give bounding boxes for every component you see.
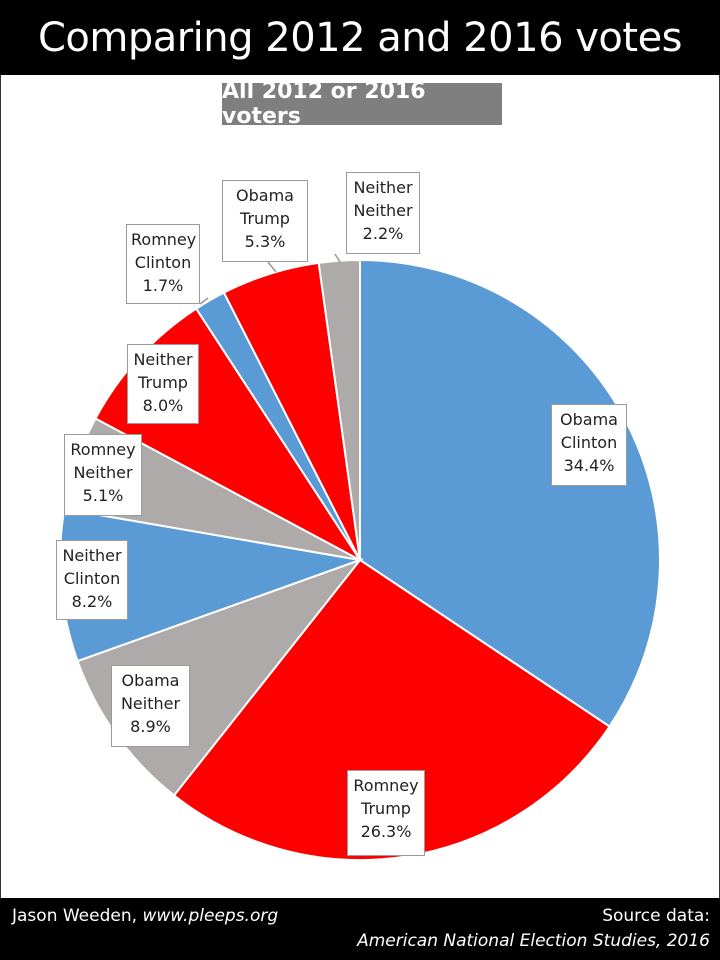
label-2012-vote: Neither: [353, 178, 413, 197]
chart-subtitle: All 2012 or 2016 voters: [222, 79, 502, 129]
label-2016-vote: Clinton: [63, 569, 121, 588]
slice-label: Neither Neither 2.2%: [346, 172, 420, 254]
label-2012-vote: Neither: [133, 350, 193, 369]
leader-line: [267, 261, 277, 273]
label-2012-vote: Obama: [236, 186, 294, 205]
label-2016-vote: Neither: [73, 463, 133, 482]
label-2012-vote: Romney: [353, 776, 419, 795]
label-2012-vote: Romney: [70, 440, 136, 459]
label-2016-vote: Clinton: [134, 253, 192, 272]
label-2012-vote: Obama: [560, 410, 618, 429]
label-percent: 34.4%: [563, 456, 615, 475]
slice-label: Romney Neither 5.1%: [64, 434, 142, 516]
label-percent: 5.1%: [82, 486, 124, 505]
author-credit: Jason Weeden, www.pleeps.org: [12, 906, 278, 926]
source-label: Source data:: [602, 906, 710, 926]
label-percent: 8.2%: [71, 592, 113, 611]
label-2016-vote: Trump: [138, 373, 188, 392]
label-percent: 8.0%: [142, 396, 184, 415]
label-percent: 26.3%: [360, 822, 412, 841]
slice-label: Romney Trump 26.3%: [347, 770, 425, 856]
label-2016-vote: Trump: [240, 209, 290, 228]
slice-label: Obama Clinton 34.4%: [551, 404, 627, 486]
leader-line: [199, 297, 209, 305]
label-2016-vote: Trump: [361, 799, 411, 818]
label-2012-vote: Obama: [121, 671, 180, 690]
label-2016-vote: Neither: [353, 201, 413, 220]
label-percent: 2.2%: [362, 224, 404, 243]
slice-label: Neither Trump 8.0%: [127, 344, 199, 424]
label-2012-vote: Romney: [131, 230, 197, 249]
label-2012-vote: Neither: [62, 546, 122, 565]
chart-title: Comparing 2012 and 2016 votes: [0, 0, 720, 75]
label-2016-vote: Clinton: [560, 433, 618, 452]
slice-label: Neither Clinton 8.2%: [56, 540, 128, 620]
slice-label: Romney Clinton 1.7%: [126, 224, 200, 304]
label-2016-vote: Neither: [120, 694, 181, 713]
pie-slice-romney-trump: [172, 558, 611, 861]
slice-label: Obama Trump 5.3%: [222, 180, 308, 262]
leader-line: [334, 253, 341, 263]
label-percent: 5.3%: [244, 232, 286, 251]
source-name: American National Election Studies, 2016: [357, 931, 710, 951]
label-percent: 8.9%: [130, 717, 171, 736]
author-site: www.pleeps.org: [142, 906, 279, 926]
slice-label: Obama Neither 8.9%: [111, 665, 190, 747]
footer: Jason Weeden, www.pleeps.org Source data…: [0, 898, 720, 960]
label-percent: 1.7%: [142, 276, 184, 295]
author-name: Jason Weeden,: [12, 906, 143, 926]
